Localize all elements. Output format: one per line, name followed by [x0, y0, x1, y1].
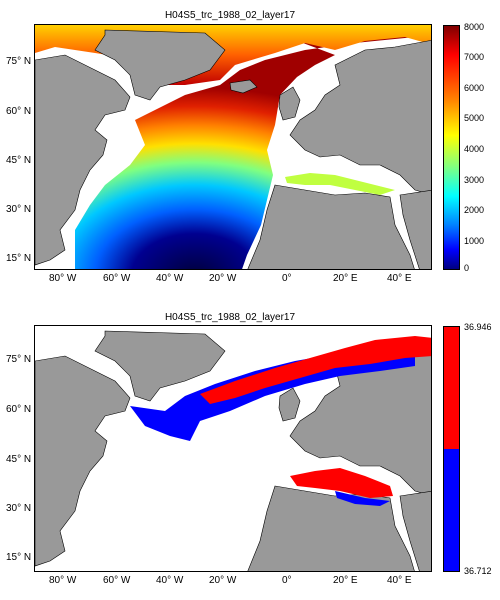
panel1-xtick: 40° W — [156, 273, 184, 284]
panel2-land-uk — [278, 387, 301, 422]
panel2-map — [34, 325, 432, 572]
panel2-xtick: 80° W — [49, 575, 77, 586]
panel2-xtick: 60° W — [103, 575, 131, 586]
panel2-ytick: 45° N — [6, 454, 32, 465]
panel1-map-svg — [35, 25, 431, 269]
panel2-band-high-north — [200, 336, 431, 404]
panel2-land-north-america — [35, 355, 131, 567]
panel1-ytick: 60° N — [6, 106, 32, 117]
panel1-ytick: 45° N — [6, 155, 32, 166]
panel1-colorbar-tick: 3000 — [464, 175, 485, 185]
panel2-colorbar — [443, 326, 460, 572]
panel2-ytick: 30° N — [6, 503, 32, 514]
panel1-xtick: 20° W — [209, 273, 237, 284]
panel1-ytick: 75° N — [6, 56, 32, 67]
panel2-ytick: 60° N — [6, 404, 32, 415]
panel1-ytick: 15° N — [6, 253, 32, 264]
panel2-land-arabia — [399, 490, 431, 571]
panel2-colorbar-bottom-label: 36.712 — [464, 566, 492, 576]
panel2-ytick: 75° N — [6, 354, 32, 365]
panel1-title: H04S5_trc_1988_02_layer17 — [164, 10, 296, 21]
panel1-colorbar-tick: 6000 — [464, 83, 485, 93]
panel2-map-svg — [35, 330, 431, 571]
panel1-colorbar — [443, 25, 460, 270]
panel2-xtick: 20° W — [209, 575, 237, 586]
panel1-colorbar-tick: 1000 — [464, 236, 485, 246]
panel1-colorbar-tick: 5000 — [464, 113, 485, 123]
panel1-colorbar-tick: 2000 — [464, 205, 485, 215]
panel1-land-europe — [289, 40, 431, 195]
panel1-land-arabia — [399, 189, 431, 269]
panel1-tracer-field — [35, 25, 415, 269]
panel1-ytick: 30° N — [6, 204, 32, 215]
panel2-xtick: 40° W — [156, 575, 184, 586]
panel1-xtick: 0° — [282, 273, 292, 284]
panel1-colorbar-tick: 8000 — [464, 22, 485, 32]
panel1-tracer-med — [285, 173, 395, 195]
panel2-xtick: 20° E — [333, 575, 358, 586]
panel2-band-low-med — [335, 491, 390, 506]
panel1-colorbar-tick: 7000 — [464, 52, 485, 62]
panel1-map — [34, 24, 432, 270]
panel2-land-africa — [247, 485, 415, 571]
panel1-land-north-america — [35, 54, 131, 266]
panel2-band-low-north — [130, 344, 415, 441]
panel1-colorbar-tick: 0 — [464, 263, 470, 273]
panel2-title: H04S5_trc_1988_02_layer17 — [164, 312, 296, 323]
panel1-xtick: 80° W — [49, 273, 77, 284]
panel2-xtick: 0° — [282, 575, 292, 586]
panel1-colorbar-tick: 4000 — [464, 144, 485, 154]
panel1-xtick: 40° E — [387, 273, 412, 284]
panel2-xtick: 40° E — [387, 575, 412, 586]
panel1-land-africa — [247, 184, 415, 269]
panel2-ytick: 15° N — [6, 552, 32, 563]
panel2-band-high-med — [290, 468, 393, 498]
panel2-land-greenland — [94, 330, 226, 402]
panel1-xtick: 20° E — [333, 273, 358, 284]
panel1-xtick: 60° W — [103, 273, 131, 284]
panel1-land-uk — [278, 86, 301, 121]
panel1-land-greenland — [94, 29, 226, 101]
panel1-land-iceland — [229, 79, 258, 94]
panel2-colorbar-top-label: 36.946 — [464, 322, 492, 332]
